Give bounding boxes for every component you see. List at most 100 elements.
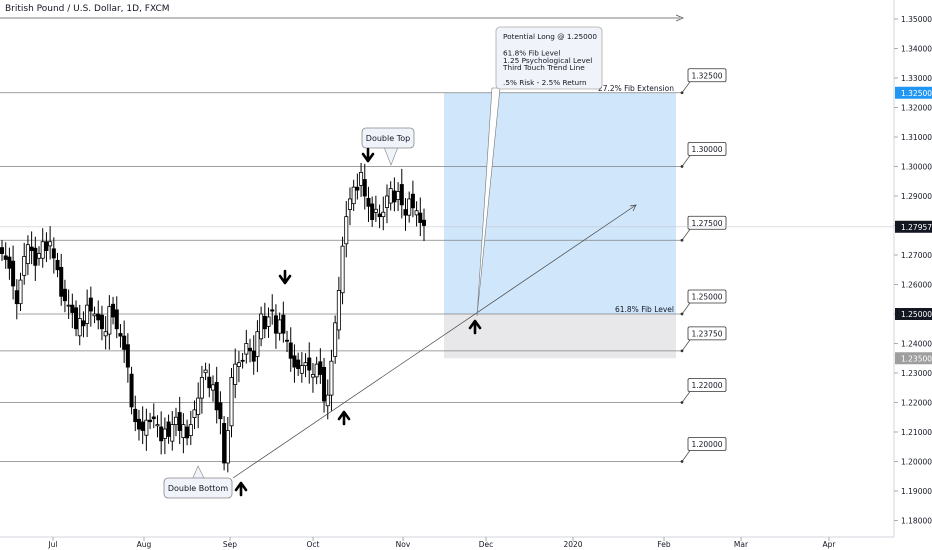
- candle: [7, 247, 12, 280]
- candle-body: [207, 376, 212, 389]
- candle-body: [233, 363, 238, 385]
- candle-body: [199, 377, 204, 399]
- candle: [173, 407, 178, 437]
- candle: [381, 196, 386, 231]
- time-tick-label: Sep: [223, 540, 237, 549]
- candle: [122, 320, 127, 363]
- candle-body: [240, 359, 245, 362]
- price-badge: 1.25000: [895, 308, 932, 320]
- candle: [418, 197, 423, 237]
- candle-body: [203, 369, 208, 374]
- chart-title: British Pound / U.S. Dollar, 1D, FXCM: [5, 4, 170, 14]
- candle: [3, 242, 8, 269]
- level-label: 1.25000: [691, 293, 722, 302]
- candle: [81, 311, 86, 338]
- candle-body: [25, 244, 30, 264]
- candle: [373, 195, 378, 222]
- candle: [188, 411, 193, 445]
- candle: [273, 304, 278, 349]
- candle: [277, 312, 282, 341]
- candle: [299, 352, 304, 383]
- candle-body: [384, 195, 389, 208]
- candle: [229, 367, 234, 438]
- time-tick-label: Aug: [137, 540, 152, 549]
- level-anchor-dot: [680, 91, 684, 95]
- candle-body: [22, 256, 27, 276]
- price-badge-label: 1.27957: [901, 223, 932, 232]
- candle: [62, 279, 67, 313]
- candle: [377, 204, 382, 229]
- candle: [255, 320, 260, 373]
- candle-body: [277, 319, 282, 334]
- candle: [22, 242, 27, 285]
- level-label-box: [687, 68, 727, 83]
- candle-body: [77, 318, 82, 337]
- time-tick-label: 2020: [563, 540, 582, 549]
- price-tick-label: 1.18000: [901, 517, 932, 526]
- candle-body: [37, 253, 42, 259]
- candle: [296, 352, 301, 376]
- level-1.27500: 1.27500: [0, 215, 727, 242]
- candle: [340, 236, 345, 305]
- candle: [151, 403, 156, 429]
- candle-body: [288, 342, 293, 359]
- candle-body: [373, 208, 378, 213]
- level-label-pointer: [681, 155, 691, 167]
- double-bottom-label: Double Bottom: [168, 484, 228, 493]
- candle-body: [11, 260, 16, 287]
- candle: [196, 382, 201, 429]
- candle: [96, 300, 101, 330]
- level-label: 1.22000: [691, 381, 722, 390]
- candle: [14, 279, 19, 320]
- level-1.32500: 1.32500 -27.2% Fib Extension: [0, 68, 727, 95]
- candle: [399, 168, 404, 219]
- price-tick-label: 1.33000: [901, 74, 932, 83]
- candle: [292, 344, 297, 383]
- double-bottom-box: [163, 477, 233, 499]
- candle: [366, 186, 371, 222]
- up-arrow-icon: [234, 481, 248, 497]
- level-anchor-dot: [680, 401, 684, 404]
- price-tick-label: 1.21000: [901, 428, 932, 437]
- candle-body: [259, 313, 264, 340]
- candle: [347, 187, 352, 226]
- candle: [51, 237, 56, 274]
- candle: [103, 316, 108, 350]
- candle: [325, 379, 330, 420]
- candle-body: [355, 186, 360, 191]
- candle-body: [407, 198, 412, 216]
- candle-body: [421, 219, 426, 226]
- level-1.30000: 1.30000: [0, 142, 727, 168]
- level-label-box: [687, 437, 727, 451]
- price-badge-label: 1.25000: [901, 310, 932, 319]
- candle-body: [414, 210, 419, 216]
- level-note: -27.2% Fib Extension: [595, 84, 674, 93]
- candle: [303, 353, 308, 378]
- candle: [125, 333, 130, 383]
- candle-body: [151, 416, 156, 420]
- candle: [388, 181, 393, 211]
- candle: [44, 232, 49, 263]
- candle: [285, 330, 290, 353]
- candle: [88, 286, 93, 327]
- level-label-pointer: [681, 391, 691, 403]
- price-tick-label: 1.31000: [901, 133, 932, 142]
- candle-body: [296, 359, 301, 369]
- candle: [59, 253, 64, 306]
- candle: [133, 395, 138, 432]
- candle-body: [59, 266, 64, 297]
- candle-body: [7, 256, 12, 269]
- level-label-box: [687, 378, 727, 392]
- price-tick-label: 1.32000: [901, 104, 932, 113]
- candle-body: [62, 288, 67, 302]
- candle-body: [270, 309, 275, 312]
- candle-body: [329, 360, 334, 396]
- candle-body: [381, 211, 386, 218]
- candle-body: [399, 184, 404, 206]
- candle: [266, 307, 271, 338]
- candle-body: [325, 394, 330, 407]
- price-badge-bg: [895, 352, 932, 365]
- candle-body: [44, 241, 49, 251]
- candle: [359, 162, 364, 197]
